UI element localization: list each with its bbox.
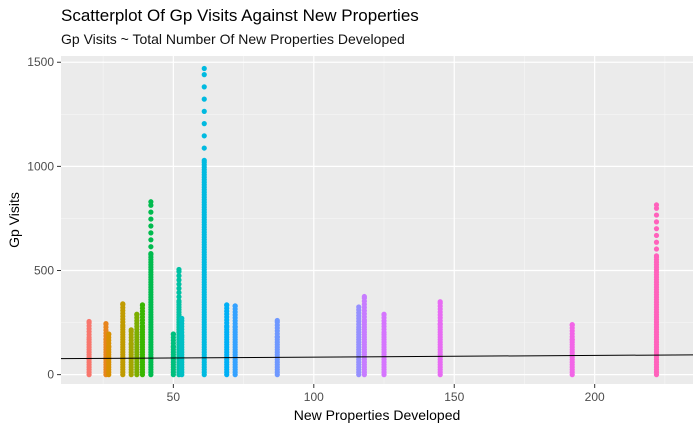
data-point bbox=[653, 219, 660, 225]
data-column bbox=[139, 302, 146, 378]
data-point bbox=[170, 331, 176, 337]
data-point bbox=[381, 311, 387, 317]
data-point bbox=[148, 223, 154, 229]
plot-panel bbox=[61, 56, 693, 384]
data-point bbox=[356, 304, 362, 310]
data-column bbox=[653, 202, 660, 378]
data-point bbox=[201, 65, 207, 72]
data-point bbox=[232, 303, 238, 309]
data-point bbox=[201, 108, 207, 114]
data-column bbox=[170, 331, 176, 378]
x-axis-title: New Properties Developed bbox=[294, 407, 461, 423]
data-column bbox=[128, 327, 134, 378]
chart-title: Scatterplot Of Gp Visits Against New Pro… bbox=[61, 6, 419, 25]
data-column bbox=[224, 302, 230, 378]
data-point bbox=[176, 277, 182, 283]
data-column bbox=[86, 318, 92, 378]
data-column bbox=[201, 65, 207, 378]
x-tick-label: 50 bbox=[167, 390, 181, 404]
data-point bbox=[120, 301, 126, 307]
data-column bbox=[120, 301, 126, 378]
data-point bbox=[176, 298, 182, 304]
data-column bbox=[569, 322, 575, 378]
y-tick-label: 1000 bbox=[27, 159, 54, 173]
data-point bbox=[148, 251, 154, 257]
chart-subtitle: Gp Visits ~ Total Number Of New Properti… bbox=[61, 31, 405, 47]
data-point bbox=[103, 321, 109, 327]
data-point bbox=[569, 322, 575, 328]
data-point bbox=[176, 289, 182, 296]
data-point bbox=[201, 96, 207, 102]
data-point bbox=[653, 246, 660, 252]
data-column bbox=[134, 311, 140, 378]
data-point bbox=[224, 302, 230, 308]
data-point bbox=[176, 285, 182, 291]
y-tick-label: 0 bbox=[47, 368, 54, 382]
y-axis-title: Gp Visits bbox=[6, 192, 22, 248]
data-point bbox=[653, 202, 660, 208]
y-tick-label: 500 bbox=[34, 264, 54, 278]
data-point bbox=[148, 244, 154, 250]
data-point bbox=[176, 266, 182, 273]
data-column bbox=[437, 299, 443, 378]
data-point bbox=[361, 293, 367, 300]
data-point bbox=[653, 253, 660, 259]
data-point bbox=[179, 315, 185, 321]
data-point bbox=[201, 157, 207, 163]
data-point bbox=[201, 84, 207, 90]
data-point bbox=[653, 212, 660, 218]
data-column bbox=[232, 303, 238, 378]
y-tick-label: 1500 bbox=[27, 55, 54, 69]
data-column bbox=[356, 304, 362, 378]
data-point bbox=[176, 294, 182, 300]
data-point bbox=[139, 302, 146, 308]
data-point bbox=[148, 230, 154, 236]
data-point bbox=[176, 281, 182, 287]
x-tick-label: 200 bbox=[585, 390, 605, 404]
data-point bbox=[653, 239, 660, 245]
data-point bbox=[653, 232, 660, 239]
data-point bbox=[148, 209, 154, 215]
data-column bbox=[106, 331, 112, 378]
data-point bbox=[176, 273, 182, 279]
grid-layer bbox=[61, 56, 693, 384]
data-point bbox=[201, 72, 207, 78]
data-point bbox=[653, 226, 660, 232]
data-point bbox=[437, 299, 443, 305]
data-column bbox=[381, 311, 387, 378]
data-point bbox=[148, 216, 154, 222]
points-layer bbox=[86, 65, 660, 378]
regression-line bbox=[60, 354, 694, 360]
data-column bbox=[148, 199, 154, 378]
data-point bbox=[201, 120, 207, 127]
regression-layer bbox=[60, 354, 694, 360]
data-point bbox=[128, 327, 134, 333]
data-point bbox=[274, 317, 280, 324]
data-column bbox=[361, 293, 367, 378]
axis-layer: 50 100 150 200 0 500 1000 1500 bbox=[27, 55, 605, 404]
data-point bbox=[148, 199, 154, 205]
data-point bbox=[106, 331, 112, 337]
x-tick-label: 150 bbox=[444, 390, 464, 404]
data-point bbox=[201, 145, 207, 151]
data-point bbox=[148, 237, 154, 243]
data-column bbox=[179, 315, 185, 378]
data-point bbox=[86, 318, 92, 325]
x-tick-label: 100 bbox=[304, 390, 324, 404]
data-point bbox=[201, 133, 207, 139]
data-column bbox=[274, 317, 280, 378]
data-point bbox=[134, 311, 140, 317]
